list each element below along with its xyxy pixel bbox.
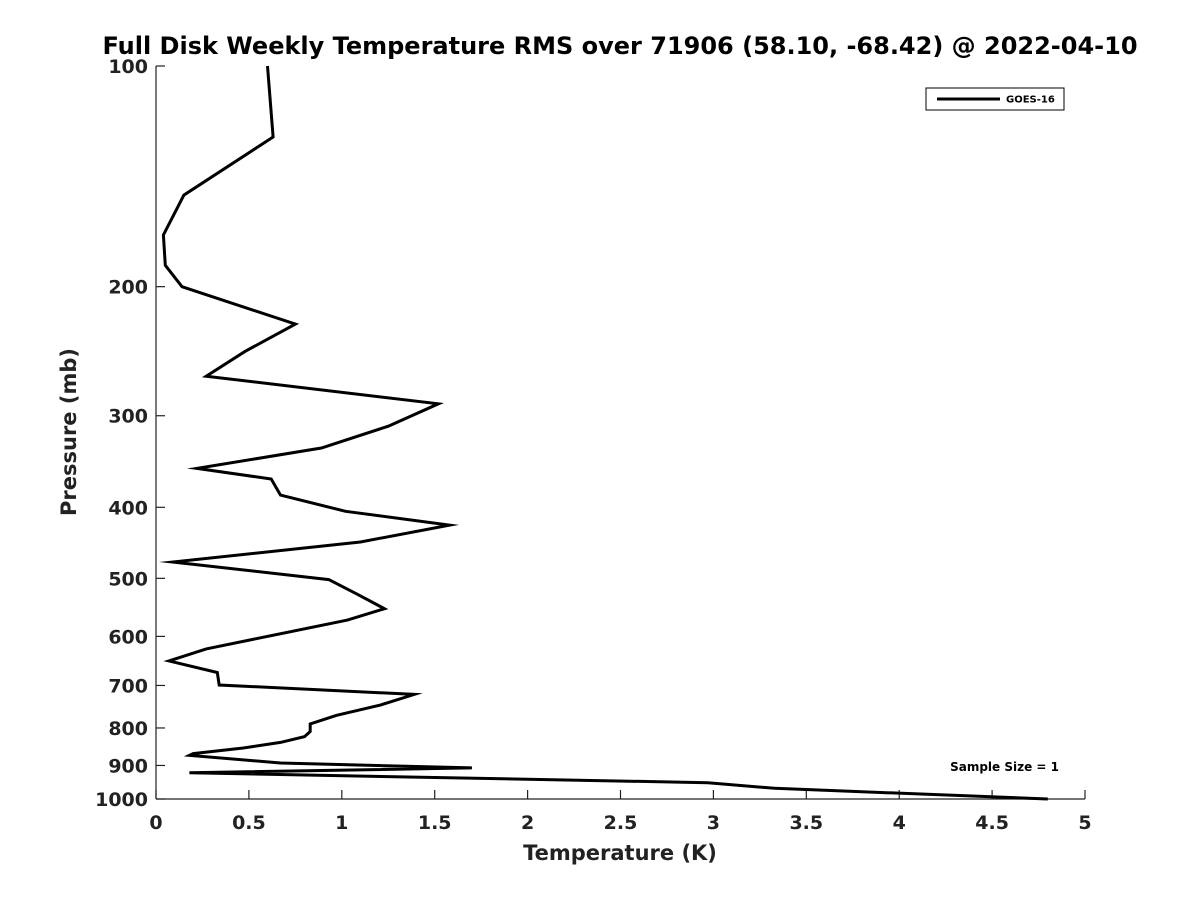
y-axis-ticks: 100 200 300 400 500 600 700 800 900 1000 — [95, 56, 165, 811]
y-tick-label: 500 — [108, 568, 148, 590]
x-axis-label: Temperature (K) — [523, 841, 717, 865]
x-tick-label: 2 — [521, 812, 534, 834]
y-tick-label: 1000 — [95, 789, 148, 811]
x-tick-label: 4.5 — [975, 812, 1009, 834]
chart-title: Full Disk Weekly Temperature RMS over 71… — [102, 32, 1137, 60]
series-layer — [158, 65, 1048, 801]
y-axis-label: Pressure (mb) — [57, 348, 81, 516]
y-tick-label: 300 — [108, 406, 148, 428]
y-tick-label: 700 — [108, 675, 148, 697]
legend: GOES-16 — [925, 87, 1065, 111]
x-tick-label: 4 — [893, 812, 906, 834]
sample-size-annotation: Sample Size = 1 — [950, 760, 1059, 774]
legend-entry-goes-16: GOES-16 — [1006, 95, 1055, 106]
y-tick-label: 900 — [108, 755, 148, 777]
y-tick-label: 800 — [108, 718, 148, 740]
series-line-goes-16 — [158, 65, 1048, 801]
x-tick-label: 1.5 — [418, 812, 452, 834]
y-tick-label: 100 — [108, 56, 148, 78]
x-tick-label: 5 — [1078, 812, 1091, 834]
x-tick-label: 1 — [335, 812, 348, 834]
y-tick-label: 400 — [108, 497, 148, 519]
x-tick-label: 2.5 — [604, 812, 638, 834]
y-tick-label: 600 — [108, 626, 148, 648]
x-tick-label: 0.5 — [232, 812, 266, 834]
y-tick-label: 200 — [108, 277, 148, 299]
x-tick-label: 0 — [149, 812, 162, 834]
x-tick-label: 3.5 — [789, 812, 823, 834]
x-tick-label: 3 — [707, 812, 720, 834]
x-axis-ticks: 0 0.5 1 1.5 2 2.5 3 3.5 4 4.5 5 — [149, 790, 1092, 834]
